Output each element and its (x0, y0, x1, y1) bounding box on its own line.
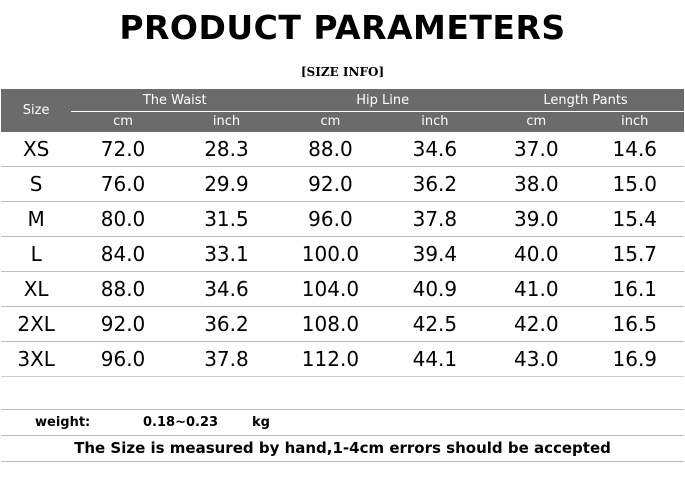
waist-cm-cell: 72.0 (71, 132, 175, 167)
measurement-note: The Size is measured by hand,1-4cm error… (1, 436, 684, 462)
hip-cm-cell: 112.0 (278, 341, 383, 377)
waist-inch-cell: 34.6 (174, 271, 279, 307)
hip-cm-cell: 96.0 (278, 201, 383, 237)
size-column-header: Size (1, 89, 72, 132)
length-cm-cell: 37.0 (487, 132, 586, 167)
group-header-hip-line: Hip Line (278, 89, 488, 112)
size-cell: 3XL (1, 341, 72, 377)
blank-row (1, 378, 684, 410)
table-row: 2XL 92.0 36.2 108.0 42.5 42.0 16.5 (1, 306, 684, 342)
waist-inch-cell: 29.9 (174, 166, 279, 202)
length-inch-cell: 16.5 (585, 306, 684, 342)
hip-cm-cell: 92.0 (278, 166, 383, 202)
size-cell: XL (1, 271, 72, 307)
waist-inch-cell: 33.1 (174, 236, 279, 272)
unit-header: cm (71, 111, 175, 132)
weight-row: weight: 0.18~0.23 kg (1, 410, 684, 436)
unit-header: cm (487, 111, 586, 132)
weight-unit: kg (252, 415, 270, 430)
unit-header: inch (585, 111, 684, 132)
hip-inch-cell: 34.6 (382, 132, 488, 167)
size-cell: L (1, 236, 72, 272)
length-inch-cell: 15.4 (585, 201, 684, 237)
waist-cm-cell: 92.0 (71, 306, 175, 342)
unit-header: inch (174, 111, 279, 132)
hip-inch-cell: 37.8 (382, 201, 488, 237)
weight-value: 0.18~0.23 (143, 415, 219, 430)
unit-header: cm (278, 111, 383, 132)
hip-cm-cell: 104.0 (278, 271, 383, 307)
hip-cm-cell: 108.0 (278, 306, 383, 342)
table-row: L 84.0 33.1 100.0 39.4 40.0 15.7 (1, 236, 684, 272)
hip-cm-cell: 100.0 (278, 236, 383, 272)
table-header-units: cm inch cm inch cm inch (1, 111, 684, 132)
table-row: XL 88.0 34.6 104.0 40.9 41.0 16.1 (1, 271, 684, 307)
waist-cm-cell: 80.0 (71, 201, 175, 237)
size-table: Size The Waist Hip Line Length Pants cm … (1, 89, 684, 377)
size-cell: M (1, 201, 72, 237)
hip-inch-cell: 42.5 (382, 306, 488, 342)
waist-inch-cell: 37.8 (174, 341, 279, 377)
table-row: M 80.0 31.5 96.0 37.8 39.0 15.4 (1, 201, 684, 237)
length-cm-cell: 39.0 (487, 201, 586, 237)
waist-inch-cell: 36.2 (174, 306, 279, 342)
length-cm-cell: 42.0 (487, 306, 586, 342)
length-cm-cell: 38.0 (487, 166, 586, 202)
length-inch-cell: 15.7 (585, 236, 684, 272)
size-cell: XS (1, 132, 72, 167)
length-inch-cell: 15.0 (585, 166, 684, 202)
group-header-waist: The Waist (71, 89, 279, 112)
hip-inch-cell: 40.9 (382, 271, 488, 307)
waist-cm-cell: 96.0 (71, 341, 175, 377)
hip-inch-cell: 44.1 (382, 341, 488, 377)
size-table-body: XS 72.0 28.3 88.0 34.6 37.0 14.6 S 76.0 29.9 92.0 3… (1, 132, 684, 377)
waist-cm-cell: 88.0 (71, 271, 175, 307)
length-inch-cell: 14.6 (585, 132, 684, 167)
length-inch-cell: 16.1 (585, 271, 684, 307)
length-cm-cell: 40.0 (487, 236, 586, 272)
waist-inch-cell: 31.5 (174, 201, 279, 237)
length-inch-cell: 16.9 (585, 341, 684, 377)
hip-cm-cell: 88.0 (278, 132, 383, 167)
length-cm-cell: 43.0 (487, 341, 586, 377)
size-cell: S (1, 166, 72, 202)
hip-inch-cell: 39.4 (382, 236, 488, 272)
table-row: XS 72.0 28.3 88.0 34.6 37.0 14.6 (1, 132, 684, 167)
size-info-subtitle: [SIZE INFO] (300, 65, 385, 79)
weight-label: weight: (35, 415, 91, 430)
table-row: S 76.0 29.9 92.0 36.2 38.0 15.0 (1, 166, 684, 202)
length-cm-cell: 41.0 (487, 271, 586, 307)
waist-inch-cell: 28.3 (174, 132, 279, 167)
hip-inch-cell: 36.2 (382, 166, 488, 202)
group-header-length-pants: Length Pants (487, 89, 684, 112)
waist-cm-cell: 76.0 (71, 166, 175, 202)
table-row: 3XL 96.0 37.8 112.0 44.1 43.0 16.9 (1, 341, 684, 377)
size-cell: 2XL (1, 306, 72, 342)
unit-header: inch (382, 111, 488, 132)
table-header-groups: Size The Waist Hip Line Length Pants (1, 89, 684, 132)
page-title: PRODUCT PARAMETERS (119, 8, 566, 47)
waist-cm-cell: 84.0 (71, 236, 175, 272)
